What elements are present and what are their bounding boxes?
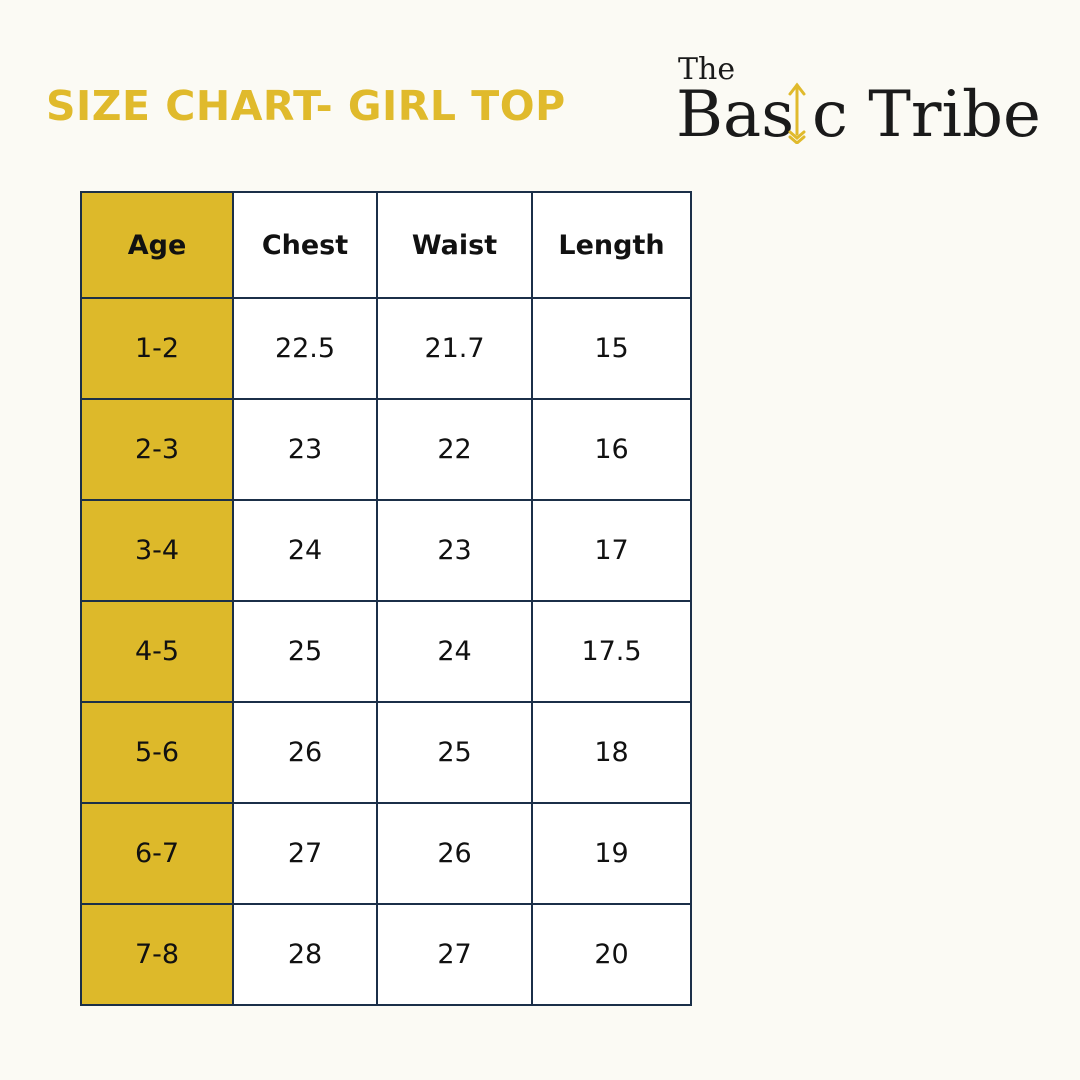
cell-length: 17.5 (531, 600, 692, 703)
table-row: 5-6 26 25 18 (80, 701, 692, 804)
table-row: 2-3 23 22 16 (80, 398, 692, 501)
cell-age: 7-8 (80, 903, 234, 1006)
cell-chest: 26 (232, 701, 378, 804)
cell-length: 16 (531, 398, 692, 501)
cell-waist: 24 (376, 600, 533, 703)
cell-chest: 25 (232, 600, 378, 703)
logo-the: The (678, 52, 736, 87)
cell-age: 3-4 (80, 499, 234, 602)
page-title: SIZE CHART- GIRL TOP (46, 82, 566, 130)
cell-waist: 22 (376, 398, 533, 501)
table-row: 3-4 24 23 17 (80, 499, 692, 602)
cell-length: 17 (531, 499, 692, 602)
logo-main: Bas c Tribe (676, 78, 1041, 152)
cell-age: 4-5 (80, 600, 234, 703)
cell-waist: 26 (376, 802, 533, 905)
header-length: Length (531, 191, 692, 299)
table-row: 1-2 22.5 21.7 15 (80, 297, 692, 400)
cell-age: 5-6 (80, 701, 234, 804)
header-waist: Waist (376, 191, 533, 299)
cell-chest: 22.5 (232, 297, 378, 400)
cell-age: 2-3 (80, 398, 234, 501)
header-chest: Chest (232, 191, 378, 299)
cell-length: 18 (531, 701, 692, 804)
table-header-row: Age Chest Waist Length (80, 191, 692, 299)
cell-waist: 27 (376, 903, 533, 1006)
table-row: 6-7 27 26 19 (80, 802, 692, 905)
table-row: 4-5 25 24 17.5 (80, 600, 692, 703)
arrow-icon (788, 82, 806, 144)
table-row: 7-8 28 27 20 (80, 903, 692, 1006)
header-age: Age (80, 191, 234, 299)
cell-waist: 21.7 (376, 297, 533, 400)
cell-waist: 23 (376, 499, 533, 602)
cell-chest: 23 (232, 398, 378, 501)
cell-chest: 28 (232, 903, 378, 1006)
cell-length: 15 (531, 297, 692, 400)
cell-age: 6-7 (80, 802, 234, 905)
cell-length: 19 (531, 802, 692, 905)
cell-length: 20 (531, 903, 692, 1006)
cell-chest: 24 (232, 499, 378, 602)
size-chart-table: Age Chest Waist Length 1-2 22.5 21.7 15 2-3 2… (80, 191, 692, 1006)
brand-logo: The Bas c Tribe (676, 52, 1041, 152)
cell-chest: 27 (232, 802, 378, 905)
cell-waist: 25 (376, 701, 533, 804)
cell-age: 1-2 (80, 297, 234, 400)
